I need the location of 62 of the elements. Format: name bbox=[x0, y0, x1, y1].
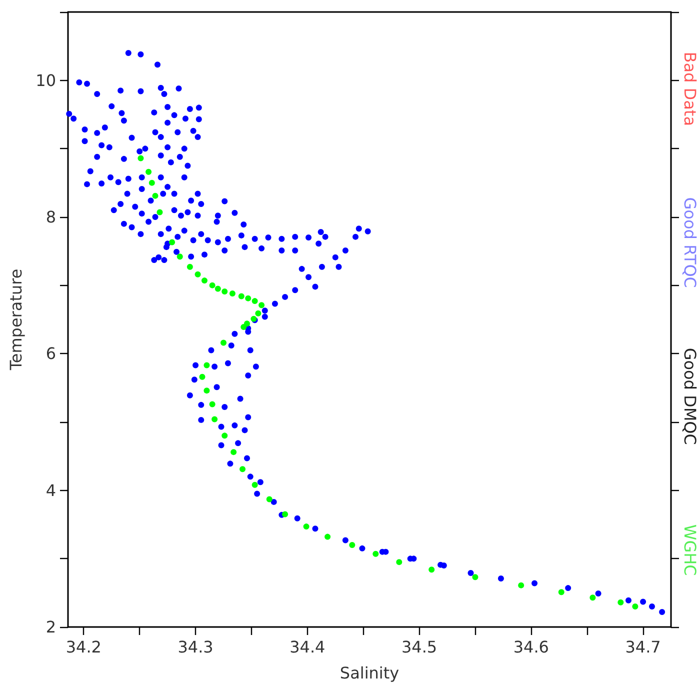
point bbox=[222, 288, 228, 294]
y-tick-label: 2 bbox=[46, 618, 56, 636]
point bbox=[240, 466, 246, 472]
point bbox=[199, 374, 206, 380]
point bbox=[209, 401, 216, 408]
point bbox=[632, 604, 638, 610]
point bbox=[148, 180, 155, 186]
point bbox=[258, 302, 265, 308]
point bbox=[245, 295, 252, 302]
point bbox=[240, 324, 247, 330]
y-tick-label: 6 bbox=[46, 344, 56, 364]
point bbox=[255, 310, 262, 316]
point bbox=[186, 264, 193, 270]
y-tick-label: 10 bbox=[36, 70, 56, 90]
y-tick-label: 4 bbox=[46, 480, 56, 500]
point bbox=[252, 482, 258, 488]
point bbox=[252, 298, 258, 304]
x-tick-label: 34.6 bbox=[513, 638, 549, 656]
x-tick-label: 34.5 bbox=[401, 638, 438, 656]
point bbox=[244, 320, 250, 327]
point bbox=[590, 594, 596, 601]
point bbox=[266, 496, 272, 502]
point bbox=[156, 209, 163, 216]
text: Good DMQC bbox=[680, 348, 700, 445]
point bbox=[209, 282, 216, 288]
point bbox=[220, 340, 227, 346]
text: Good RTQC bbox=[680, 197, 700, 288]
x-tick-label: 34.2 bbox=[66, 638, 102, 656]
x-tick-label: 34.7 bbox=[625, 638, 661, 656]
point bbox=[324, 534, 331, 540]
y-tick-label: 8 bbox=[46, 208, 56, 226]
text: WGHC bbox=[680, 524, 700, 576]
point bbox=[428, 566, 435, 573]
x-tick-label: 34.4 bbox=[290, 638, 326, 656]
point bbox=[229, 290, 236, 297]
y-axis-title: Temperature bbox=[6, 268, 26, 372]
point bbox=[201, 278, 208, 284]
point bbox=[222, 432, 228, 439]
point bbox=[303, 524, 310, 530]
point bbox=[176, 254, 183, 260]
point bbox=[372, 550, 379, 557]
point bbox=[146, 168, 152, 175]
point bbox=[212, 416, 218, 422]
point bbox=[169, 239, 176, 246]
point bbox=[204, 362, 210, 368]
text: Bad Data bbox=[680, 52, 700, 126]
point bbox=[238, 293, 244, 300]
point bbox=[618, 599, 624, 606]
point bbox=[349, 542, 356, 548]
x-tick-label: 34.3 bbox=[178, 638, 214, 656]
point bbox=[214, 286, 221, 292]
x-axis-title: Salinity bbox=[340, 664, 400, 682]
point bbox=[282, 511, 288, 518]
point bbox=[558, 589, 564, 596]
point bbox=[472, 574, 478, 580]
point bbox=[194, 271, 201, 278]
point bbox=[230, 449, 237, 456]
point bbox=[396, 559, 402, 566]
point bbox=[518, 582, 524, 588]
point bbox=[204, 388, 210, 394]
point bbox=[138, 155, 144, 162]
point bbox=[152, 192, 158, 199]
